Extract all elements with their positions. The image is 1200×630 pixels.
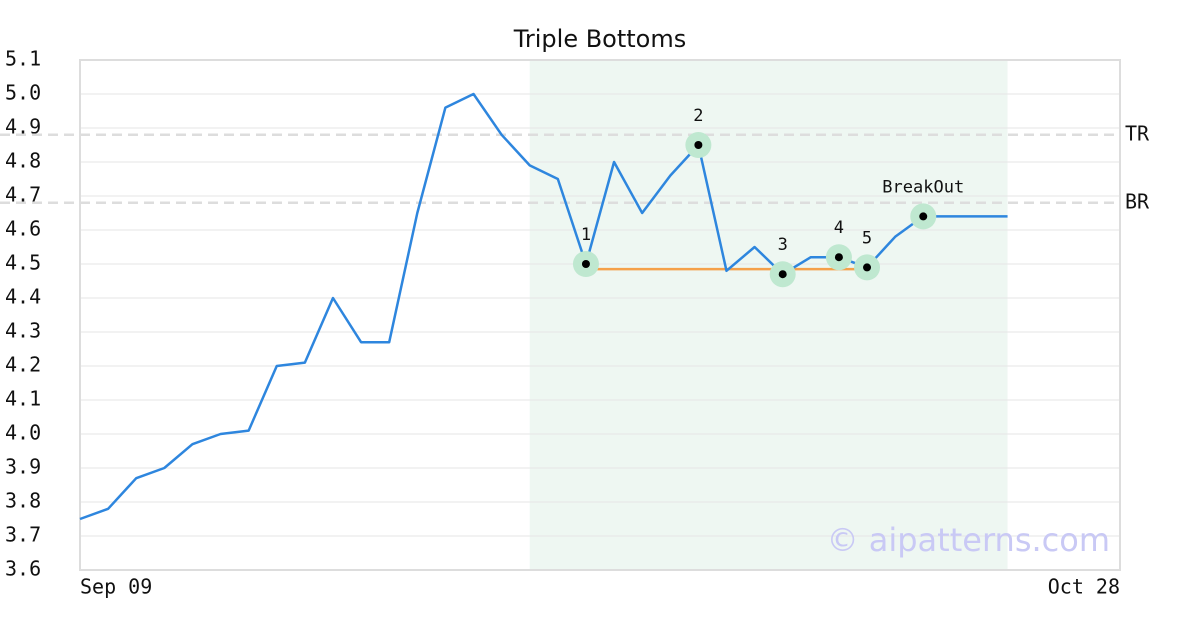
pattern-point <box>834 253 843 262</box>
y-tick-label: 4.8 <box>5 149 41 173</box>
level-label: BR <box>1125 189 1150 213</box>
y-tick-label: 4.2 <box>5 353 41 377</box>
pattern-point <box>778 270 787 279</box>
y-tick-label: 4.0 <box>5 421 41 445</box>
highlight-region <box>529 60 1008 570</box>
y-tick-label: 4.1 <box>5 387 41 411</box>
pattern-point <box>694 141 703 149</box>
pattern-point-label: 3 <box>778 235 788 255</box>
pattern-point-label: 1 <box>581 225 591 245</box>
watermark: © aipatterns.com <box>827 521 1110 559</box>
price-line <box>79 92 1008 521</box>
x-tick-label: Oct 28 <box>1048 575 1120 599</box>
pattern-point <box>919 212 928 221</box>
chart-title: Triple Bottoms <box>513 25 687 53</box>
pattern-point <box>863 263 872 272</box>
pattern-point-label: 4 <box>834 218 844 238</box>
pattern-point-label: BreakOut <box>882 177 964 197</box>
y-tick-label: 3.9 <box>5 455 41 479</box>
plot-frame <box>79 59 1121 571</box>
y-tick-label: 4.3 <box>5 319 41 343</box>
pattern-point-label: 5 <box>862 228 872 248</box>
y-tick-label: 3.7 <box>5 523 41 547</box>
y-tick-label: 5.1 <box>5 47 41 71</box>
y-tick-label: 5.0 <box>5 81 41 105</box>
y-tick-label: 4.5 <box>5 251 41 275</box>
y-tick-label: 3.6 <box>5 557 41 581</box>
pattern-point <box>581 260 590 268</box>
level-label: TR <box>1125 121 1150 145</box>
y-tick-label: 4.6 <box>5 217 41 241</box>
pattern-point-label: 2 <box>693 106 703 126</box>
x-tick-label: Sep 09 <box>80 575 152 599</box>
y-tick-label: 3.8 <box>5 489 41 513</box>
y-tick-label: 4.4 <box>5 285 41 309</box>
